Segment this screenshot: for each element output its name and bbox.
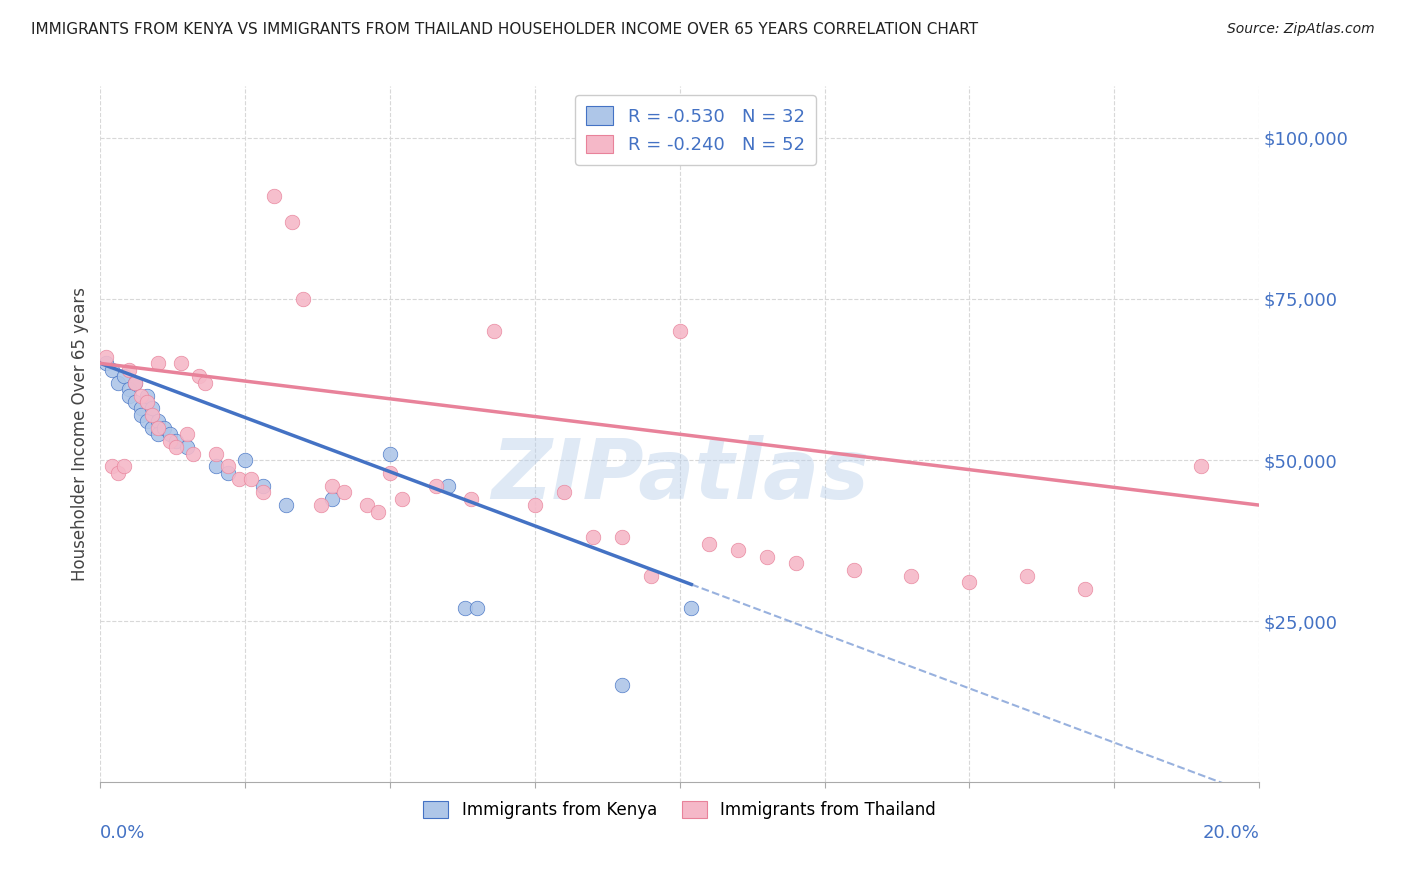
Text: Source: ZipAtlas.com: Source: ZipAtlas.com bbox=[1227, 22, 1375, 37]
Point bbox=[135, 388, 157, 402]
Point bbox=[252, 485, 274, 500]
Point bbox=[135, 414, 157, 428]
Point bbox=[1189, 459, 1212, 474]
Point bbox=[124, 395, 146, 409]
Point bbox=[159, 427, 181, 442]
Point bbox=[454, 601, 477, 615]
Point bbox=[367, 504, 389, 518]
Point bbox=[378, 466, 401, 480]
Point bbox=[165, 440, 187, 454]
Point bbox=[205, 459, 228, 474]
Point bbox=[610, 678, 633, 692]
Point bbox=[785, 556, 807, 570]
Point bbox=[141, 401, 163, 416]
Point bbox=[697, 537, 720, 551]
Point bbox=[460, 491, 482, 506]
Point bbox=[107, 466, 129, 480]
Point bbox=[159, 434, 181, 448]
Point bbox=[437, 479, 460, 493]
Point bbox=[900, 569, 922, 583]
Point bbox=[309, 498, 332, 512]
Point bbox=[582, 530, 605, 544]
Point bbox=[640, 569, 662, 583]
Point bbox=[263, 189, 285, 203]
Point bbox=[118, 363, 141, 377]
Point bbox=[94, 350, 117, 364]
Point bbox=[165, 434, 187, 448]
Point bbox=[129, 388, 152, 402]
Legend: Immigrants from Kenya, Immigrants from Thailand: Immigrants from Kenya, Immigrants from T… bbox=[416, 795, 942, 826]
Point bbox=[170, 356, 193, 370]
Point bbox=[681, 601, 703, 615]
Point bbox=[194, 376, 217, 390]
Point bbox=[321, 479, 343, 493]
Point bbox=[425, 479, 447, 493]
Point bbox=[553, 485, 575, 500]
Point bbox=[378, 446, 401, 460]
Point bbox=[727, 543, 749, 558]
Point bbox=[391, 491, 413, 506]
Point bbox=[668, 324, 690, 338]
Point bbox=[129, 408, 152, 422]
Point bbox=[610, 530, 633, 544]
Point bbox=[118, 382, 141, 396]
Point bbox=[176, 427, 198, 442]
Point bbox=[129, 401, 152, 416]
Point bbox=[274, 498, 297, 512]
Point bbox=[124, 376, 146, 390]
Point bbox=[484, 324, 506, 338]
Point bbox=[523, 498, 546, 512]
Text: ZIPatlas: ZIPatlas bbox=[491, 435, 869, 516]
Point bbox=[321, 491, 343, 506]
Point bbox=[217, 466, 239, 480]
Point bbox=[141, 408, 163, 422]
Point bbox=[176, 440, 198, 454]
Point bbox=[332, 485, 354, 500]
Point bbox=[1074, 582, 1097, 596]
Point bbox=[141, 421, 163, 435]
Point bbox=[842, 562, 865, 576]
Point bbox=[205, 446, 228, 460]
Point bbox=[187, 369, 209, 384]
Point bbox=[148, 421, 170, 435]
Point bbox=[755, 549, 778, 564]
Point bbox=[153, 421, 176, 435]
Point bbox=[148, 427, 170, 442]
Text: 0.0%: 0.0% bbox=[100, 824, 146, 842]
Point bbox=[1017, 569, 1039, 583]
Point bbox=[292, 292, 315, 306]
Point bbox=[240, 472, 263, 486]
Point bbox=[107, 376, 129, 390]
Text: IMMIGRANTS FROM KENYA VS IMMIGRANTS FROM THAILAND HOUSEHOLDER INCOME OVER 65 YEA: IMMIGRANTS FROM KENYA VS IMMIGRANTS FROM… bbox=[31, 22, 979, 37]
Point bbox=[124, 376, 146, 390]
Point bbox=[957, 575, 980, 590]
Point bbox=[118, 388, 141, 402]
Point bbox=[228, 472, 250, 486]
Point bbox=[252, 479, 274, 493]
Point bbox=[233, 453, 256, 467]
Text: 20.0%: 20.0% bbox=[1202, 824, 1260, 842]
Point bbox=[148, 356, 170, 370]
Point bbox=[181, 446, 204, 460]
Y-axis label: Householder Income Over 65 years: Householder Income Over 65 years bbox=[72, 287, 89, 582]
Point bbox=[465, 601, 488, 615]
Point bbox=[148, 414, 170, 428]
Point bbox=[217, 459, 239, 474]
Point bbox=[94, 356, 117, 370]
Point bbox=[101, 363, 124, 377]
Point bbox=[280, 214, 302, 228]
Point bbox=[101, 459, 124, 474]
Point bbox=[112, 369, 135, 384]
Point bbox=[135, 395, 157, 409]
Point bbox=[356, 498, 378, 512]
Point bbox=[112, 459, 135, 474]
